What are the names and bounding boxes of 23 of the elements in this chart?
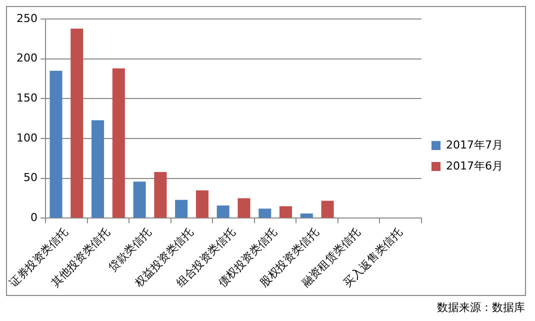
bar xyxy=(238,198,250,218)
y-tick-label: 50 xyxy=(24,171,38,184)
bar xyxy=(50,70,62,218)
bar xyxy=(112,68,125,218)
bar xyxy=(154,172,167,218)
bar xyxy=(258,208,272,218)
source-note: 数据来源：数据库 xyxy=(437,300,525,315)
y-tick-label: 100 xyxy=(16,131,38,144)
y-tick-label: 0 xyxy=(30,211,38,224)
legend-label: 2017年6月 xyxy=(446,159,504,172)
bar xyxy=(196,190,208,218)
bar xyxy=(321,200,334,218)
y-tick-label: 150 xyxy=(16,92,38,105)
y-tick-label: 250 xyxy=(16,12,38,25)
bar xyxy=(216,205,230,218)
y-tick-label: 200 xyxy=(16,52,38,65)
bar xyxy=(92,120,104,218)
bar xyxy=(279,206,292,218)
legend-label: 2017年7月 xyxy=(446,138,504,152)
bar xyxy=(70,28,84,218)
bar xyxy=(133,182,146,218)
bar xyxy=(300,213,313,218)
bar xyxy=(175,200,188,218)
